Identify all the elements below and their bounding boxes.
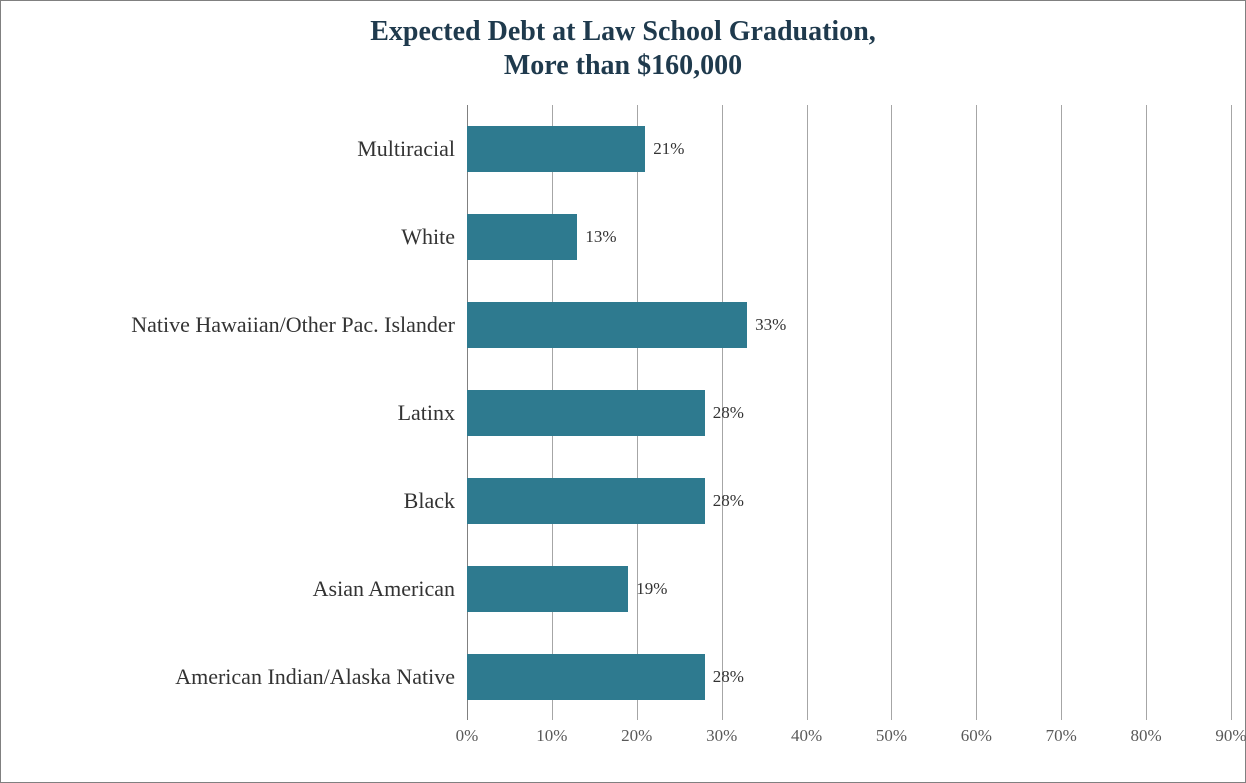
bar-value-label: 33%	[755, 315, 786, 335]
chart-container: Expected Debt at Law School Graduation, …	[0, 0, 1246, 783]
bar-row: 28%	[467, 390, 744, 436]
x-tick-label: 50%	[876, 726, 907, 746]
bar-row: 13%	[467, 214, 617, 260]
category-label: Native Hawaiian/Other Pac. Islander	[131, 312, 455, 338]
x-tick-label: 30%	[706, 726, 737, 746]
category-label: Latinx	[398, 400, 455, 426]
chart-title-line2: More than $160,000	[1, 49, 1245, 83]
grid-line	[1231, 105, 1232, 720]
x-tick-label: 20%	[621, 726, 652, 746]
bar	[467, 302, 747, 348]
bar-value-label: 28%	[713, 403, 744, 423]
x-tick-label: 10%	[536, 726, 567, 746]
category-label: White	[401, 224, 455, 250]
bar-value-label: 28%	[713, 667, 744, 687]
bar	[467, 566, 628, 612]
category-label: Asian American	[313, 576, 455, 602]
x-tick-label: 90%	[1215, 726, 1246, 746]
x-tick-label: 80%	[1131, 726, 1162, 746]
bar	[467, 214, 577, 260]
bar	[467, 654, 705, 700]
bars-area: 21% 13% 33% 28% 28% 19% 28%	[467, 105, 1231, 720]
bar-row: 19%	[467, 566, 667, 612]
chart-title-line1: Expected Debt at Law School Graduation,	[1, 15, 1245, 49]
bar-value-label: 13%	[585, 227, 616, 247]
bar-value-label: 19%	[636, 579, 667, 599]
x-tick-label: 40%	[791, 726, 822, 746]
bar	[467, 478, 705, 524]
category-label: Black	[404, 488, 455, 514]
bar-value-label: 28%	[713, 491, 744, 511]
bar-row: 21%	[467, 126, 684, 172]
category-label: Multiracial	[357, 136, 455, 162]
chart-title: Expected Debt at Law School Graduation, …	[1, 1, 1245, 82]
bar	[467, 390, 705, 436]
bar	[467, 126, 645, 172]
bar-row: 28%	[467, 654, 744, 700]
x-tick-label: 0%	[456, 726, 479, 746]
bar-row: 33%	[467, 302, 786, 348]
x-tick-label: 70%	[1046, 726, 1077, 746]
bar-value-label: 21%	[653, 139, 684, 159]
x-tick-label: 60%	[961, 726, 992, 746]
bar-row: 28%	[467, 478, 744, 524]
category-label: American Indian/Alaska Native	[175, 664, 455, 690]
